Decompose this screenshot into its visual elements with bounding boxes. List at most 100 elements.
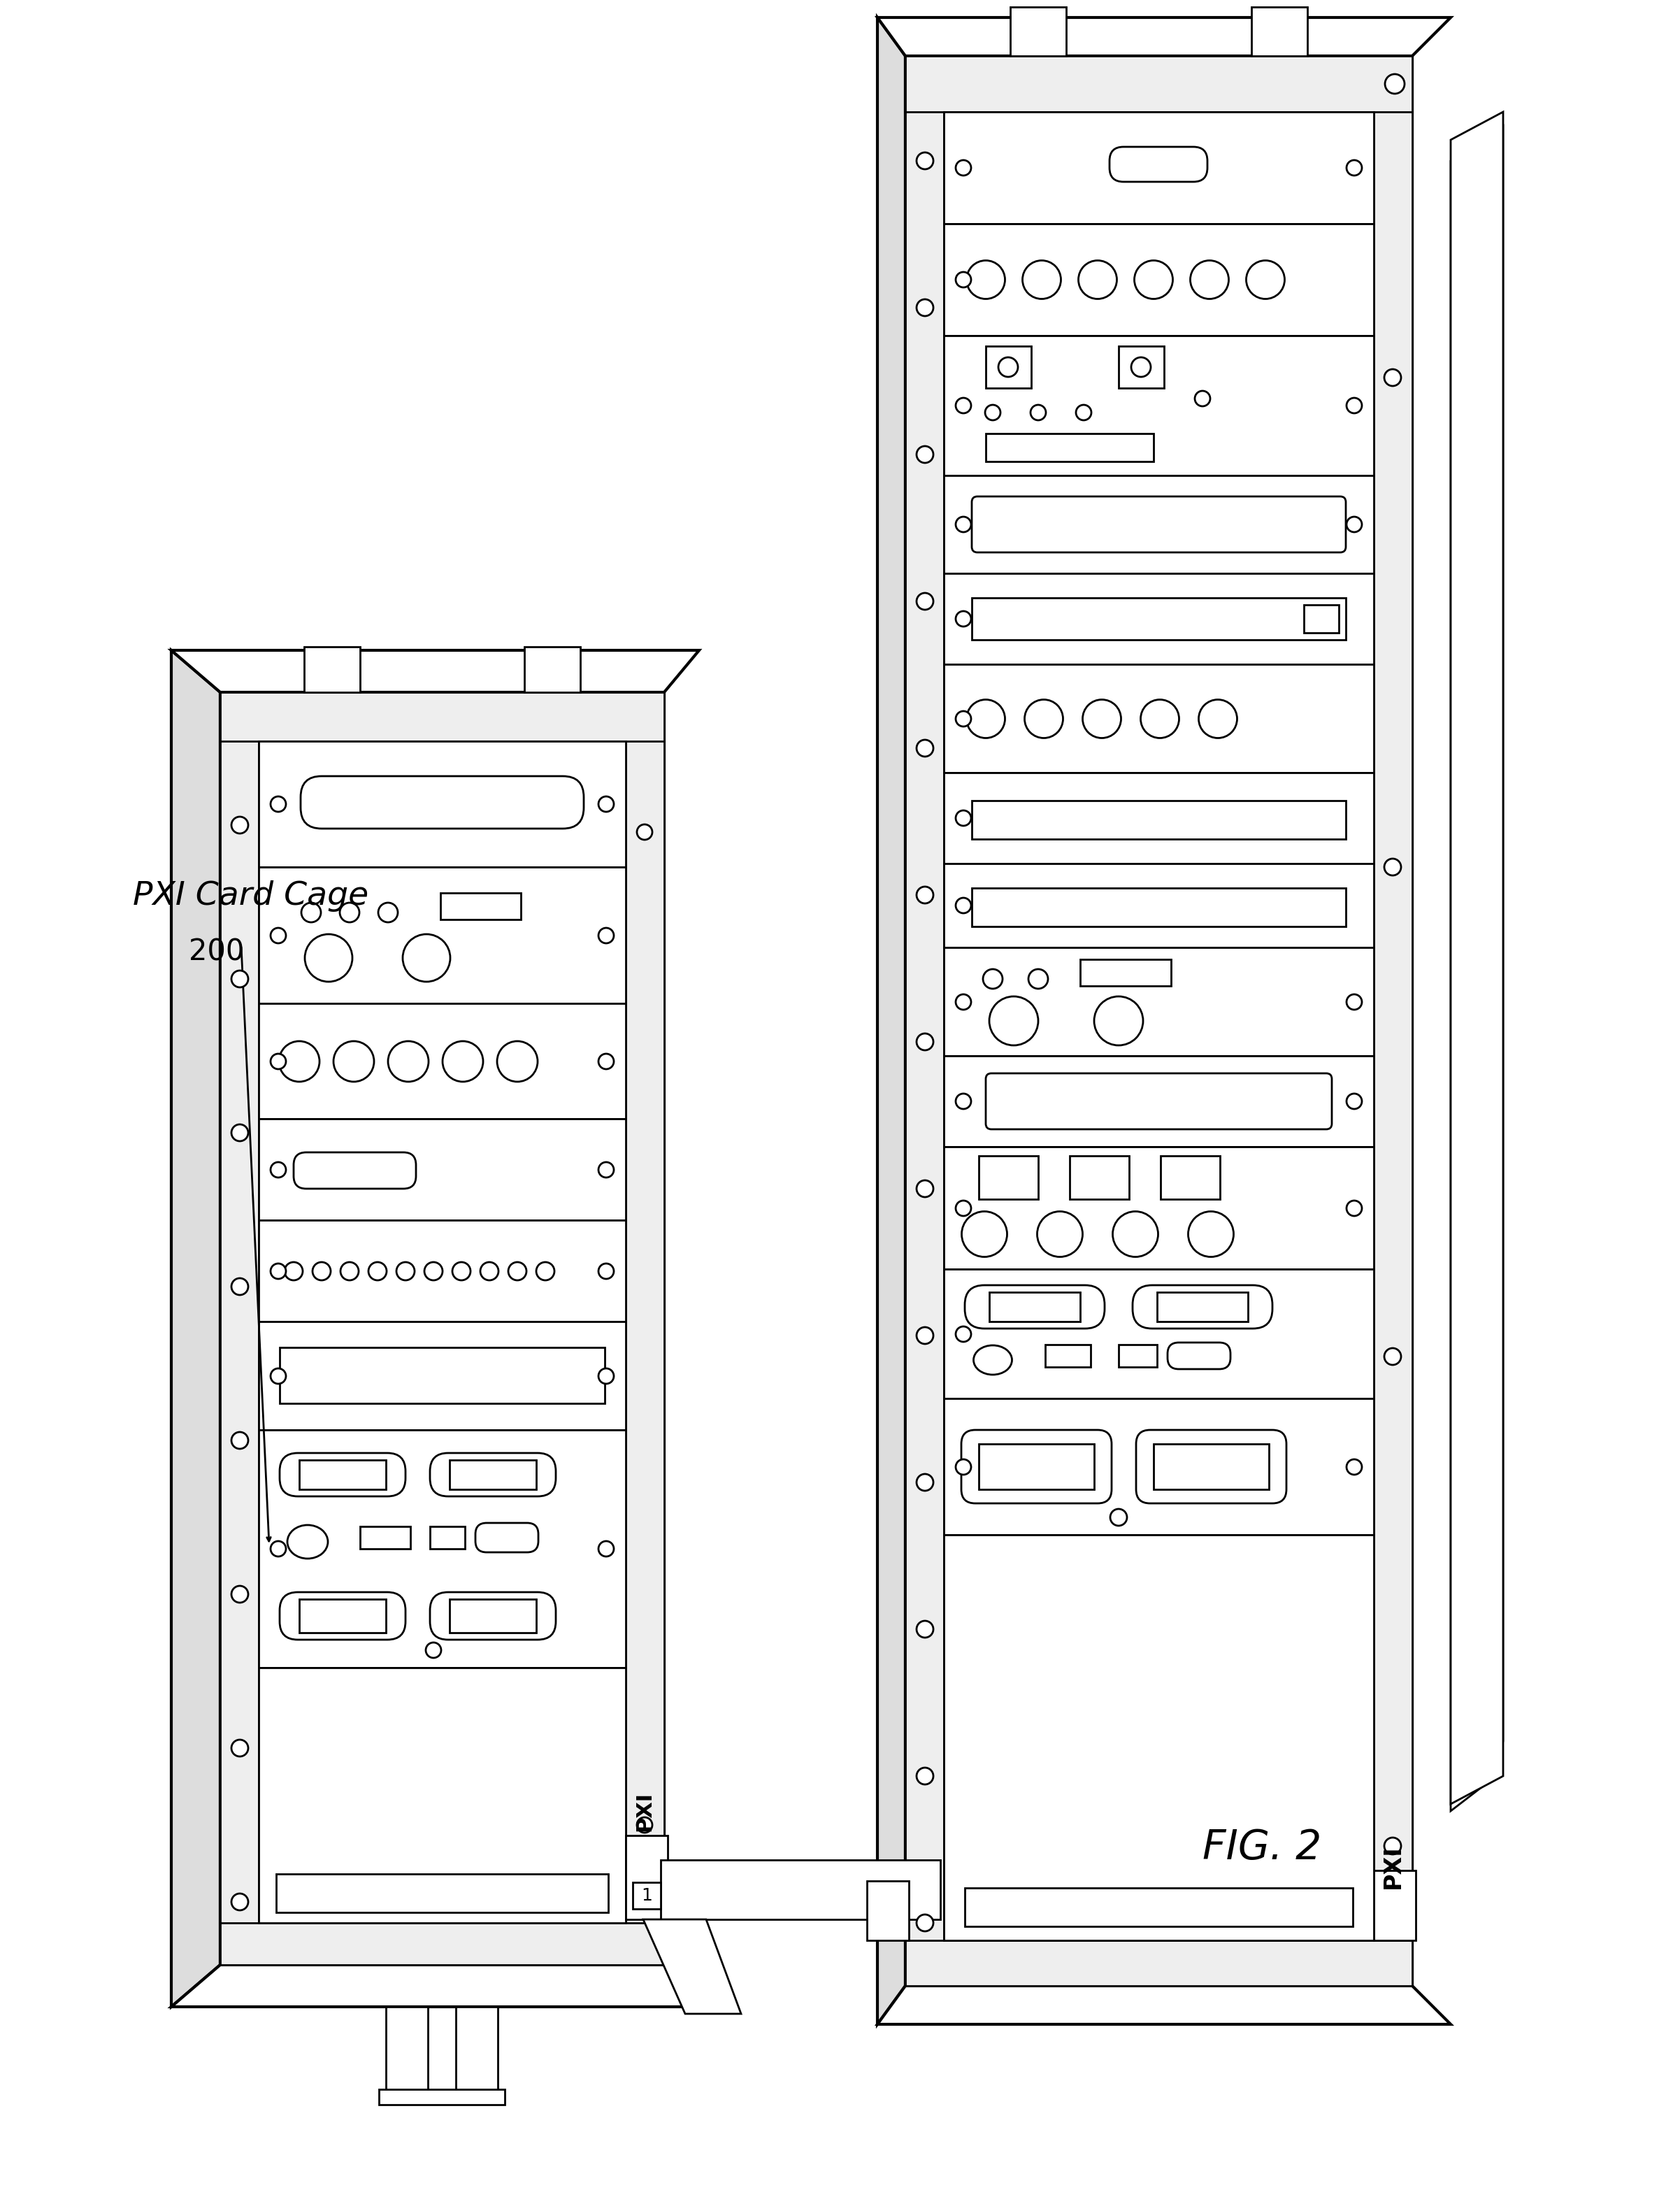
FancyBboxPatch shape (301, 775, 583, 828)
Ellipse shape (1346, 517, 1362, 532)
Bar (1158, 1292, 1248, 1321)
Text: 200: 200 (188, 937, 244, 968)
Polygon shape (877, 18, 1452, 57)
Ellipse shape (1384, 1349, 1401, 1364)
Ellipse shape (1346, 160, 1362, 175)
Ellipse shape (956, 1093, 971, 1108)
Text: PXI: PXI (1381, 1844, 1404, 1890)
Ellipse shape (598, 797, 613, 812)
Ellipse shape (1384, 858, 1401, 876)
Ellipse shape (956, 399, 971, 414)
Ellipse shape (917, 300, 934, 315)
Ellipse shape (270, 1542, 286, 1557)
Bar (1154, 1443, 1268, 1489)
Ellipse shape (497, 1040, 538, 1082)
Ellipse shape (956, 994, 971, 1010)
Bar (1080, 959, 1171, 986)
Ellipse shape (956, 611, 971, 626)
Ellipse shape (917, 1474, 934, 1491)
Bar (279, 1347, 605, 1404)
Polygon shape (171, 650, 220, 2006)
Ellipse shape (270, 1369, 286, 1384)
Bar (906, 57, 1413, 112)
Ellipse shape (232, 1123, 249, 1141)
Ellipse shape (956, 1327, 971, 1342)
Bar (1119, 1345, 1158, 1367)
Bar (944, 112, 1374, 223)
Ellipse shape (287, 1524, 328, 1559)
Ellipse shape (917, 153, 934, 169)
Bar (299, 1599, 386, 1634)
Polygon shape (171, 1964, 699, 2006)
Bar (906, 57, 1413, 1986)
Ellipse shape (509, 1261, 526, 1281)
Ellipse shape (917, 1327, 934, 1345)
Bar (455, 2006, 497, 2091)
Bar (360, 1526, 410, 1548)
Bar (971, 887, 1346, 926)
Ellipse shape (341, 1261, 358, 1281)
Polygon shape (643, 1918, 741, 2015)
Bar (1252, 7, 1307, 57)
Bar (259, 740, 625, 867)
Ellipse shape (442, 1040, 484, 1082)
Bar (304, 646, 360, 692)
Bar (1045, 1345, 1090, 1367)
FancyBboxPatch shape (279, 1592, 405, 1640)
Bar (979, 1156, 1038, 1200)
Ellipse shape (1346, 994, 1362, 1010)
Text: PXI Card Cage: PXI Card Cage (133, 880, 368, 913)
Ellipse shape (956, 898, 971, 913)
Ellipse shape (1037, 1211, 1082, 1257)
Ellipse shape (1094, 996, 1142, 1045)
Ellipse shape (917, 1180, 934, 1198)
Bar (1304, 604, 1339, 633)
Text: PXI: PXI (635, 1791, 655, 1831)
Bar (944, 1535, 1374, 1940)
Ellipse shape (1346, 399, 1362, 414)
Bar (1070, 1156, 1129, 1200)
Bar (276, 1875, 608, 1912)
Ellipse shape (956, 160, 971, 175)
Ellipse shape (1384, 370, 1401, 385)
Ellipse shape (598, 1053, 613, 1069)
Bar (971, 598, 1346, 639)
Ellipse shape (984, 405, 1001, 420)
Bar (259, 1667, 625, 1923)
Bar (944, 773, 1374, 863)
Ellipse shape (956, 1200, 971, 1215)
Ellipse shape (917, 887, 934, 904)
Polygon shape (877, 1986, 1452, 2024)
Ellipse shape (368, 1261, 386, 1281)
Bar (1161, 1156, 1220, 1200)
Ellipse shape (1028, 970, 1048, 988)
Ellipse shape (232, 1894, 249, 1910)
Ellipse shape (1346, 1459, 1362, 1474)
Bar (220, 1923, 664, 1964)
Polygon shape (1452, 112, 1504, 1805)
Bar (964, 1888, 1352, 1927)
Ellipse shape (998, 357, 1018, 377)
Ellipse shape (1023, 261, 1062, 298)
Bar (220, 692, 259, 1964)
Ellipse shape (1079, 261, 1117, 298)
Ellipse shape (232, 1586, 249, 1603)
Ellipse shape (378, 902, 398, 922)
Bar (944, 223, 1374, 335)
Ellipse shape (312, 1261, 331, 1281)
FancyBboxPatch shape (294, 1152, 417, 1189)
Bar (906, 1940, 1413, 1986)
Bar (867, 1881, 909, 1940)
Ellipse shape (1198, 699, 1236, 738)
Bar (944, 1399, 1374, 1535)
Ellipse shape (452, 1261, 470, 1281)
Bar (944, 1148, 1374, 1270)
Bar (259, 1321, 625, 1430)
FancyBboxPatch shape (971, 497, 1346, 552)
FancyBboxPatch shape (430, 1452, 556, 1496)
FancyBboxPatch shape (430, 1592, 556, 1640)
Ellipse shape (956, 272, 971, 287)
Ellipse shape (480, 1261, 499, 1281)
Ellipse shape (917, 593, 934, 609)
Bar (990, 1292, 1080, 1321)
